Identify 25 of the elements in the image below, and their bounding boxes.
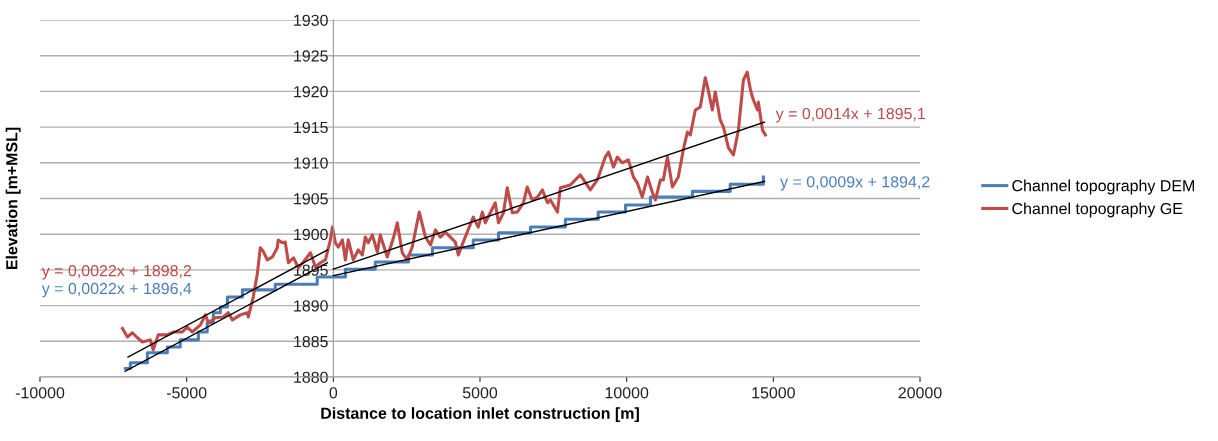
legend-label: Channel topography DEM bbox=[1012, 179, 1194, 195]
y-tick-label: 1930 bbox=[294, 14, 328, 26]
x-tick-label: 10000 bbox=[605, 387, 649, 399]
x-axis-title: Distance to location inlet construction [m] bbox=[321, 407, 639, 423]
annotation: y = 0,0022x + 1898,2 bbox=[41, 265, 192, 280]
x-tick-label: -10000 bbox=[15, 387, 65, 399]
y-tick-label: 1880 bbox=[294, 371, 328, 383]
y-tick-label: 1890 bbox=[294, 300, 328, 312]
x-tick-label: 0 bbox=[329, 387, 338, 399]
x-tick-label: -5000 bbox=[166, 387, 207, 399]
y-tick-label: 1920 bbox=[294, 86, 328, 98]
y-tick-label: 1910 bbox=[294, 157, 328, 169]
y-tick-label: 1925 bbox=[294, 50, 328, 62]
x-tick-label: 5000 bbox=[462, 387, 498, 399]
legend-label: Channel topography GE bbox=[1012, 202, 1183, 218]
y-tick-label: 1885 bbox=[294, 335, 328, 348]
y-axis-title: Elevation [m+MSL] bbox=[5, 127, 21, 270]
annotation: y = 0,0014x + 1895,1 bbox=[775, 107, 925, 123]
x-tick-label: 15000 bbox=[752, 387, 795, 399]
y-tick-label: 1905 bbox=[294, 193, 328, 205]
y-tick-label: 1915 bbox=[294, 121, 328, 134]
annotation: y = 0,0009x + 1894,2 bbox=[780, 176, 930, 191]
annotation: y = 0,0022x + 1896,4 bbox=[41, 282, 192, 298]
y-tick-label: 1900 bbox=[294, 228, 328, 241]
x-tick-label: 20000 bbox=[898, 387, 942, 399]
